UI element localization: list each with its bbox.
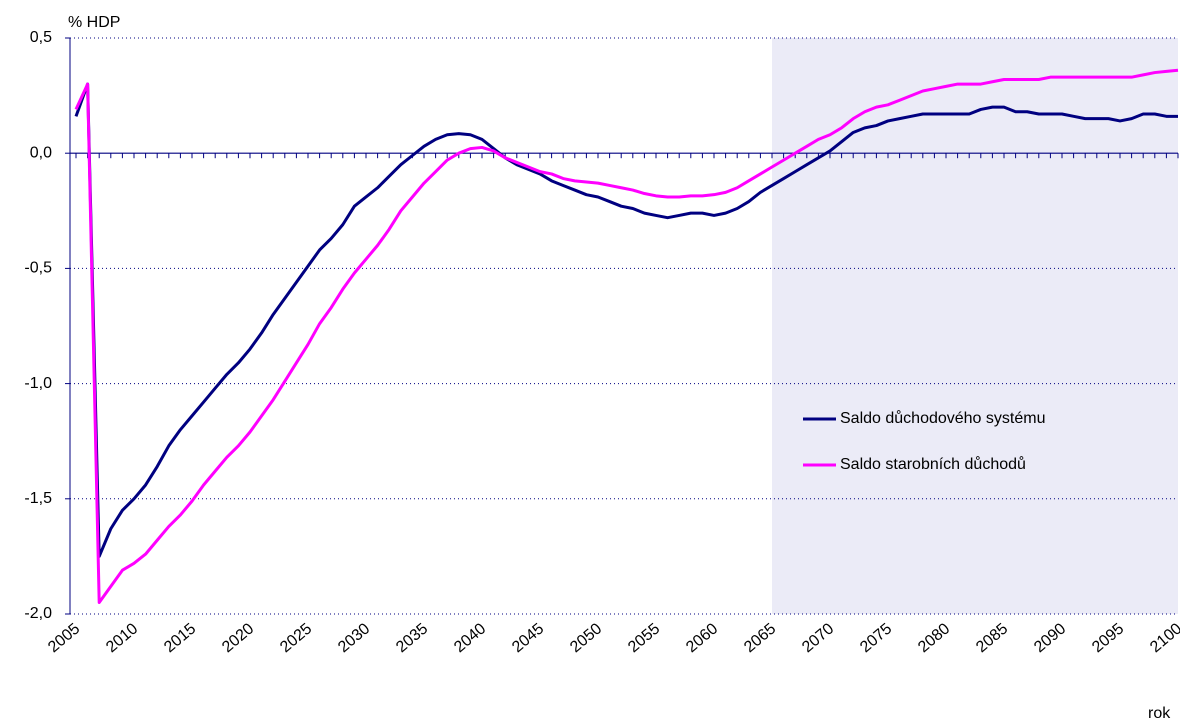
x-tick-label: 2005: [45, 620, 83, 656]
x-tick-label: 2075: [857, 620, 895, 656]
x-tick-label: 2095: [1089, 620, 1127, 656]
x-tick-label: 2080: [915, 620, 953, 656]
x-tick-label: 2085: [973, 620, 1011, 656]
x-tick-label: 2065: [741, 620, 779, 656]
y-tick-label: -2,0: [24, 605, 52, 622]
y-tick-label: 0,5: [30, 29, 52, 46]
x-tick-label: 2020: [219, 620, 257, 656]
series-line: [74, 82, 1178, 558]
y-tick-label: 0,0: [30, 144, 52, 161]
x-tick-label: 2015: [161, 620, 199, 656]
legend-label: Saldo důchodového systému: [840, 409, 1045, 427]
x-tick-label: 2050: [567, 620, 605, 656]
x-tick-label: 2025: [277, 620, 315, 656]
x-tick-label: 2090: [1031, 620, 1069, 656]
x-tick-label: 2040: [451, 620, 489, 656]
x-tick-label: 2035: [393, 620, 431, 656]
series-line: [74, 68, 1179, 604]
x-tick-label: 2070: [799, 620, 837, 656]
x-tick-label: 2045: [509, 620, 547, 656]
x-tick-label: 2010: [103, 620, 141, 656]
legend-label: Saldo starobních důchodů: [840, 455, 1026, 473]
y-axis-label: % HDP: [68, 14, 120, 31]
shaded-region: [772, 38, 1178, 614]
y-tick-label: -1,5: [24, 490, 52, 507]
y-tick-label: -0,5: [24, 260, 52, 277]
x-tick-label: 2055: [625, 620, 663, 656]
x-axis-label: rok: [1148, 705, 1171, 722]
x-tick-label: 2060: [683, 620, 721, 656]
x-tick-label: 2030: [335, 620, 373, 656]
x-tick-label: 2100: [1147, 620, 1180, 656]
y-tick-label: -1,0: [24, 375, 52, 392]
